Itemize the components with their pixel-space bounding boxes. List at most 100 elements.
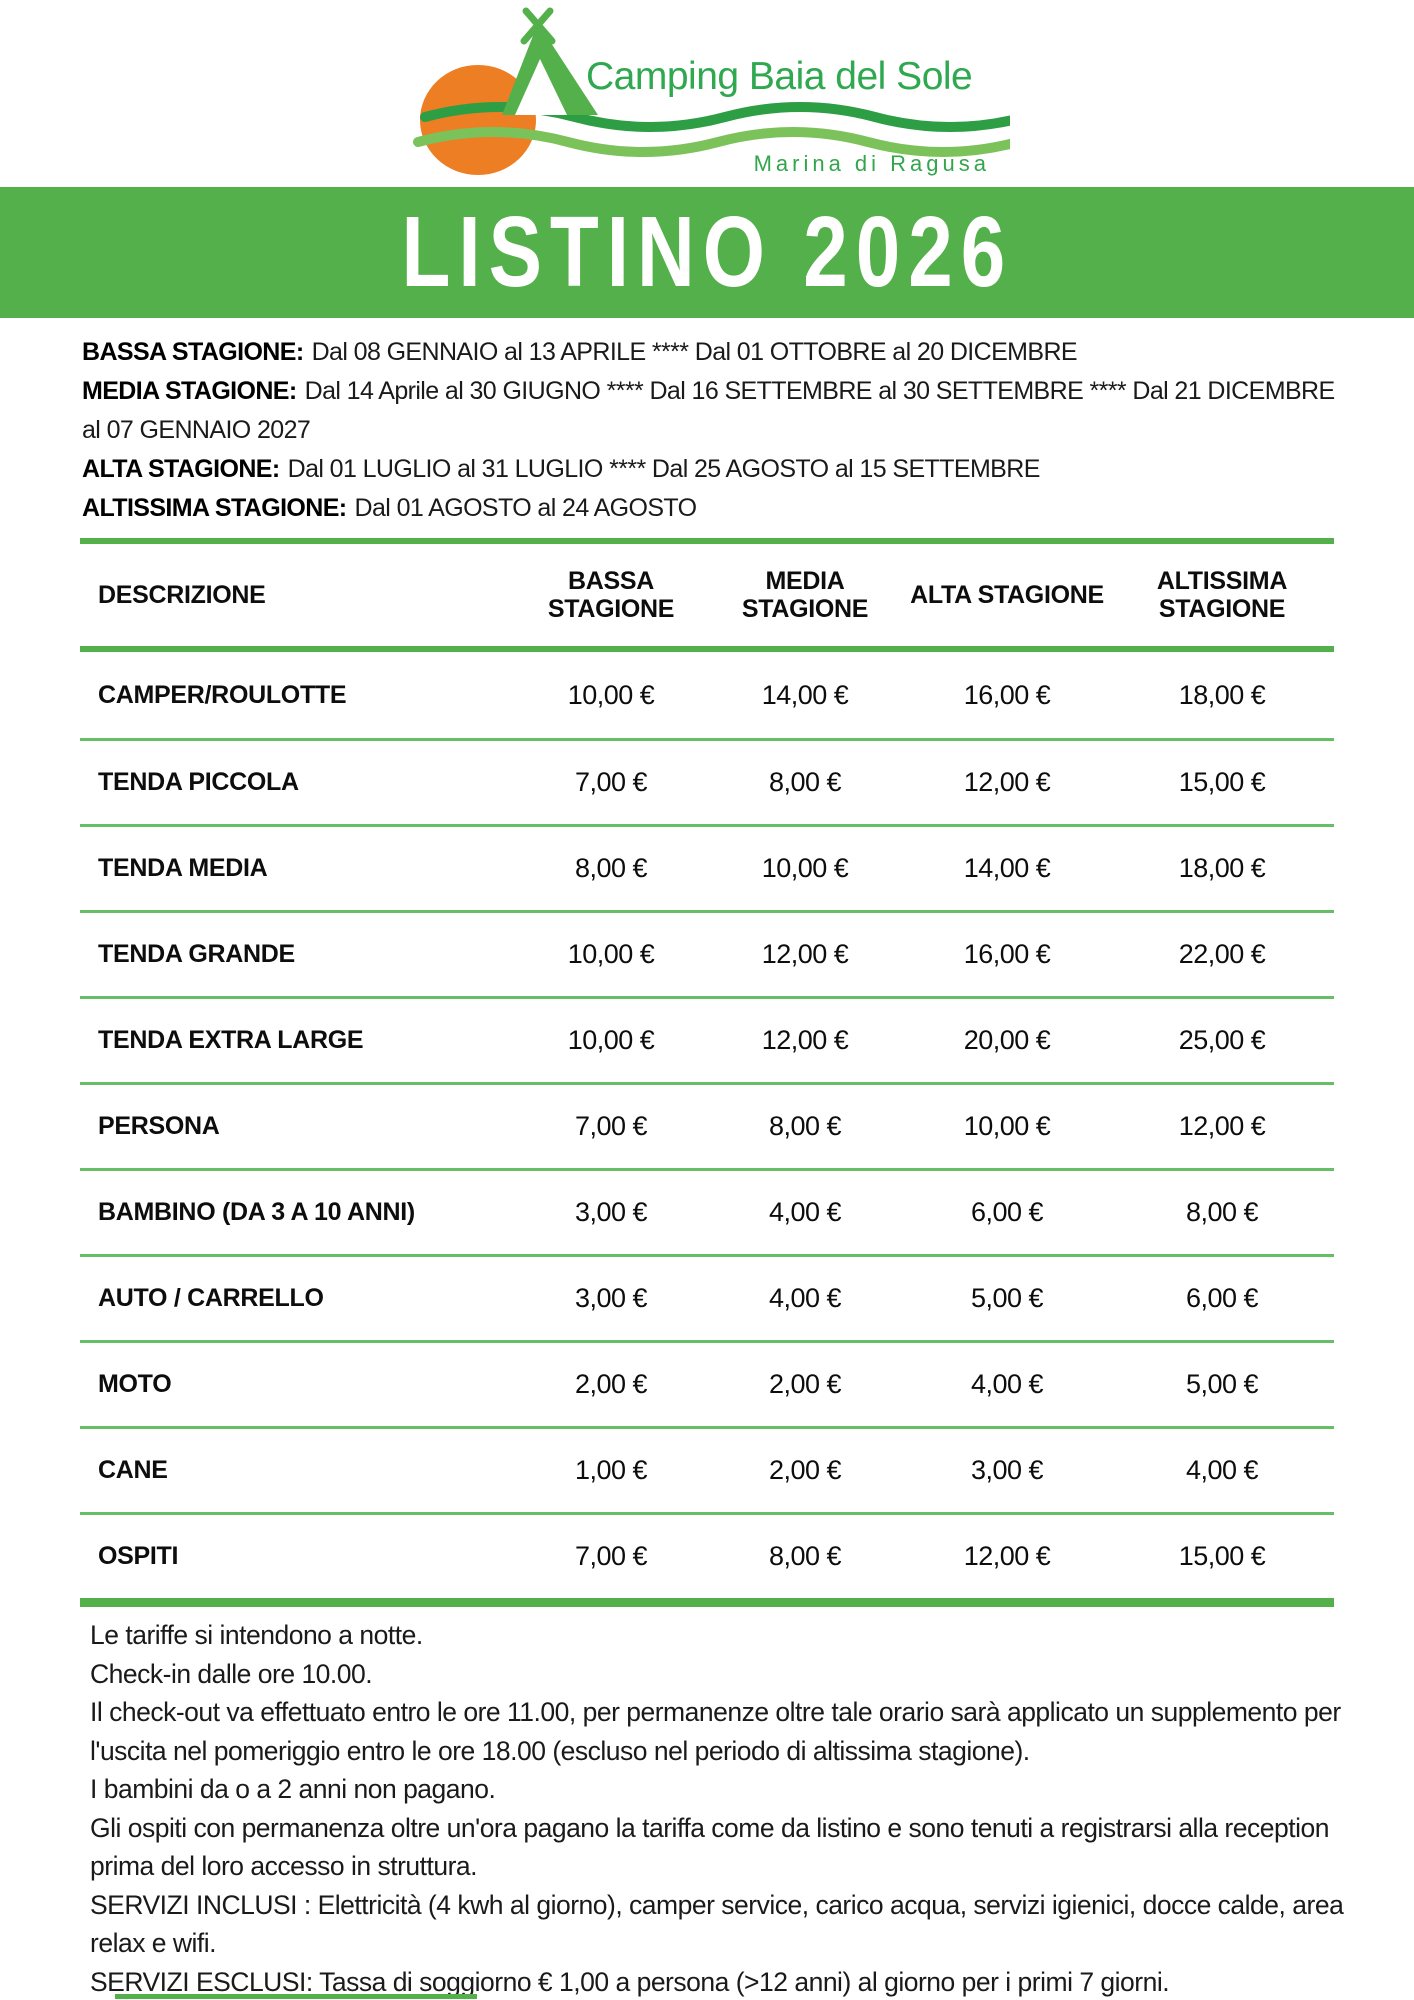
table-row: TENDA GRANDE 10,00 € 12,00 € 16,00 € 22,…: [80, 910, 1334, 996]
price-alta: 12,00 €: [963, 767, 1051, 797]
row-description: TENDA PICCOLA: [98, 768, 299, 796]
logo: Camping Baia del Sole Marina di Ragusa: [410, 5, 1010, 180]
season-dates: Dal 01 AGOSTO al 24 AGOSTO: [354, 494, 698, 522]
price-altissima: 6,00 €: [1185, 1283, 1259, 1313]
page-title: LISTINO 2026: [401, 196, 1013, 308]
row-description: CAMPER/ROULOTTE: [98, 680, 347, 709]
tent-icon: [502, 7, 598, 115]
price-media: 12,00 €: [761, 939, 849, 969]
note-tariffe: Le tariffe si intendono a notte.: [90, 1620, 423, 1650]
price-media: 10,00 €: [761, 853, 849, 883]
price-bassa: 10,00 €: [567, 1025, 655, 1055]
price-media: 14,00 €: [761, 679, 849, 710]
row-description: BAMBINO (DA 3 A 10 ANNI): [98, 1198, 415, 1226]
logo-title: Camping Baia del Sole: [586, 55, 973, 98]
table-row: BAMBINO (DA 3 A 10 ANNI) 3,00 € 4,00 € 6…: [80, 1168, 1334, 1254]
price-altissima: 4,00 €: [1185, 1455, 1259, 1485]
season-label: BASSA STAGIONE:: [82, 338, 304, 366]
note-servizi-inclusi: SERVIZI INCLUSI : Elettricità (4 kwh al …: [90, 1889, 1344, 1959]
season-alta: ALTA STAGIONE: Dal 01 LUGLIO al 31 LUGLIO…: [82, 450, 1354, 489]
season-media: MEDIA STAGIONE: Dal 14 Aprile al 30 GIUGN…: [82, 372, 1354, 450]
price-bassa: 8,00 €: [574, 853, 648, 883]
price-altissima: 8,00 €: [1185, 1197, 1259, 1227]
header-alta-stagione: ALTA STAGIONE: [910, 581, 1104, 609]
season-altissima: ALTISSIMA STAGIONE: Dal 01 AGOSTO al 24 A…: [82, 489, 1354, 528]
price-alta: 6,00 €: [970, 1197, 1044, 1227]
header-media-stagione: MEDIA STAGIONE: [741, 567, 869, 623]
price-bassa: 2,00 €: [574, 1369, 648, 1399]
price-table: DESCRIZIONE BASSA STAGIONE MEDIA STAGION…: [80, 538, 1334, 1607]
price-altissima: 18,00 €: [1178, 853, 1266, 883]
price-bassa: 7,00 €: [574, 767, 648, 797]
header-bassa-stagione: BASSA STAGIONE: [547, 567, 675, 623]
logo-graphic-icon: [413, 7, 1010, 175]
row-description: TENDA MEDIA: [98, 854, 268, 882]
price-alta: 4,00 €: [970, 1369, 1044, 1399]
table-row: TENDA PICCOLA 7,00 € 8,00 € 12,00 € 15,0…: [80, 738, 1334, 824]
season-dates: Dal 01 LUGLIO al 31 LUGLIO **** Dal 25 A…: [287, 455, 1041, 483]
price-alta: 16,00 €: [963, 679, 1051, 710]
note-checkout: Il check-out va effettuato entro le ore …: [90, 1697, 1341, 1766]
price-altissima: 15,00 €: [1178, 767, 1266, 797]
note-servizi-esclusi: SERVIZI ESCLUSI: Tassa di soggiorno € 1,…: [90, 1966, 1170, 1997]
row-description: OSPITI: [98, 1542, 179, 1570]
price-media: 2,00 €: [768, 1369, 842, 1399]
price-bassa: 7,00 €: [574, 1541, 648, 1571]
price-media: 8,00 €: [768, 767, 842, 797]
season-label: ALTA STAGIONE:: [82, 455, 280, 483]
price-media: 12,00 €: [761, 1025, 849, 1055]
price-altissima: 15,00 €: [1178, 1541, 1266, 1571]
price-bassa: 3,00 €: [574, 1283, 648, 1313]
table-row: AUTO / CARRELLO 3,00 € 4,00 € 5,00 € 6,0…: [80, 1254, 1334, 1340]
price-bassa: 7,00 €: [574, 1111, 648, 1141]
note-ospiti: Gli ospiti con permanenza oltre un'ora p…: [90, 1812, 1329, 1882]
price-altissima: 22,00 €: [1178, 939, 1266, 969]
season-dates: Dal 14 Aprile al 30 GIUGNO **** Dal 16 S…: [82, 377, 1335, 444]
season-legend: BASSA STAGIONE: Dal 08 GENNAIO al 13 APRI…: [82, 333, 1354, 528]
price-alta: 10,00 €: [963, 1111, 1051, 1141]
table-row: TENDA EXTRA LARGE 10,00 € 12,00 € 20,00 …: [80, 996, 1334, 1082]
row-description: CANE: [98, 1456, 168, 1484]
season-bassa: BASSA STAGIONE: Dal 08 GENNAIO al 13 APRI…: [82, 333, 1354, 372]
row-description: MOTO: [98, 1370, 172, 1398]
price-alta: 3,00 €: [970, 1455, 1044, 1485]
price-alta: 5,00 €: [970, 1283, 1044, 1313]
note-checkin: Check-in dalle ore 10.00.: [90, 1658, 373, 1689]
season-dates: Dal 08 GENNAIO al 13 APRILE **** Dal 01 …: [311, 338, 1078, 366]
price-bassa: 10,00 €: [567, 939, 655, 969]
table-row: OSPITI 7,00 € 8,00 € 12,00 € 15,00 €: [80, 1512, 1334, 1598]
table-row: PERSONA 7,00 € 8,00 € 10,00 € 12,00 €: [80, 1082, 1334, 1168]
price-alta: 12,00 €: [963, 1541, 1051, 1571]
header-altissima-stagione: ALTISSIMA STAGIONE: [1156, 567, 1288, 623]
price-bassa: 10,00 €: [567, 679, 655, 710]
bottom-divider: [115, 1994, 477, 1999]
price-media: 4,00 €: [768, 1197, 842, 1227]
price-media: 8,00 €: [768, 1111, 842, 1141]
price-altissima: 18,00 €: [1178, 679, 1266, 710]
price-media: 8,00 €: [768, 1541, 842, 1571]
price-altissima: 5,00 €: [1185, 1369, 1259, 1399]
price-bassa: 1,00 €: [574, 1455, 648, 1485]
table-row: MOTO 2,00 € 2,00 € 4,00 € 5,00 €: [80, 1340, 1334, 1426]
season-label: MEDIA STAGIONE:: [82, 377, 297, 405]
row-description: AUTO / CARRELLO: [98, 1284, 324, 1312]
price-alta: 20,00 €: [963, 1025, 1051, 1055]
price-altissima: 25,00 €: [1178, 1025, 1266, 1055]
sun-icon: [420, 65, 536, 175]
price-bassa: 3,00 €: [574, 1197, 648, 1227]
header-descrizione: DESCRIZIONE: [98, 581, 266, 609]
price-alta: 14,00 €: [963, 853, 1051, 883]
logo-subtitle: Marina di Ragusa: [753, 151, 990, 176]
season-label: ALTISSIMA STAGIONE:: [82, 494, 347, 522]
price-alta: 16,00 €: [963, 939, 1051, 969]
price-media: 4,00 €: [768, 1283, 842, 1313]
price-media: 2,00 €: [768, 1455, 842, 1485]
table-row: CANE 1,00 € 2,00 € 3,00 € 4,00 €: [80, 1426, 1334, 1512]
table-row: TENDA MEDIA 8,00 € 10,00 € 14,00 € 18,00…: [80, 824, 1334, 910]
note-bambini: I bambini da o a 2 anni non pagano.: [90, 1774, 496, 1804]
title-banner: LISTINO 2026: [0, 187, 1414, 318]
notes: Le tariffe si intendono a notte. Check-i…: [90, 1616, 1382, 2000]
row-description: TENDA EXTRA LARGE: [98, 1026, 364, 1054]
price-altissima: 12,00 €: [1178, 1111, 1266, 1141]
